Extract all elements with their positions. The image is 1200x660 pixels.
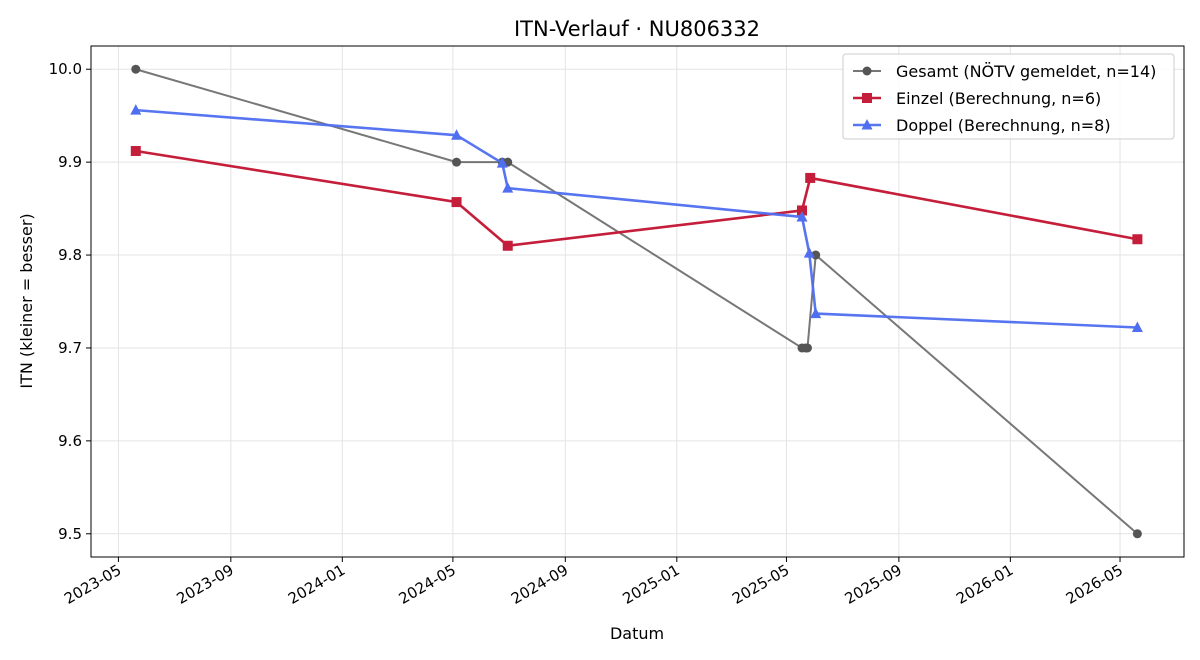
data-point [452, 157, 462, 167]
data-point [130, 145, 141, 156]
x-axis-title: Datum [610, 624, 664, 643]
data-point [130, 104, 142, 115]
data-point [1132, 529, 1142, 539]
legend-label: Einzel (Berechnung, n=6) [896, 89, 1101, 108]
chart-title: ITN-Verlauf · NU806332 [514, 17, 760, 41]
legend-marker [861, 119, 873, 130]
data-point [502, 240, 513, 251]
series-line [135, 149, 1138, 248]
data-point [802, 343, 812, 353]
series-line [135, 108, 1138, 329]
series-triangle [130, 104, 1143, 333]
y-axis: 9.5 9.6 9.7 9.8 9.9 10.0 [49, 60, 91, 543]
y-tick-label: 10.0 [49, 60, 82, 78]
legend-box [842, 53, 1175, 140]
data-point [810, 307, 822, 319]
data-point [1131, 321, 1143, 333]
data-point [796, 210, 808, 222]
y-axis-title: ITN (kleiner = besser) [17, 213, 36, 388]
y-tick-label: 9.8 [58, 246, 82, 264]
data-point [131, 64, 141, 74]
data-point [502, 182, 514, 193]
data-point [1132, 234, 1143, 245]
data-point [805, 172, 816, 183]
legend-label: Gesamt (NÖTV gemeldet, n=14) [896, 62, 1156, 81]
legend-marker [862, 66, 872, 76]
legend-marker [862, 93, 872, 103]
data-point [796, 205, 807, 216]
series-layer [130, 64, 1143, 539]
y-tick-label: 9.6 [58, 432, 82, 450]
data-point [451, 197, 462, 208]
y-tick-label: 9.5 [58, 525, 82, 543]
plot-frame [90, 45, 1185, 558]
y-tick-label: 9.7 [58, 339, 82, 357]
data-point [496, 157, 508, 168]
data-point [451, 129, 463, 140]
y-tick-label: 9.9 [58, 153, 82, 171]
legend-label: Doppel (Berechnung, n=8) [896, 116, 1111, 135]
legend: Gesamt (NÖTV gemeldet, n=14) Einzel (Bere… [842, 53, 1175, 140]
data-point [803, 247, 815, 258]
series-square [130, 145, 1143, 251]
